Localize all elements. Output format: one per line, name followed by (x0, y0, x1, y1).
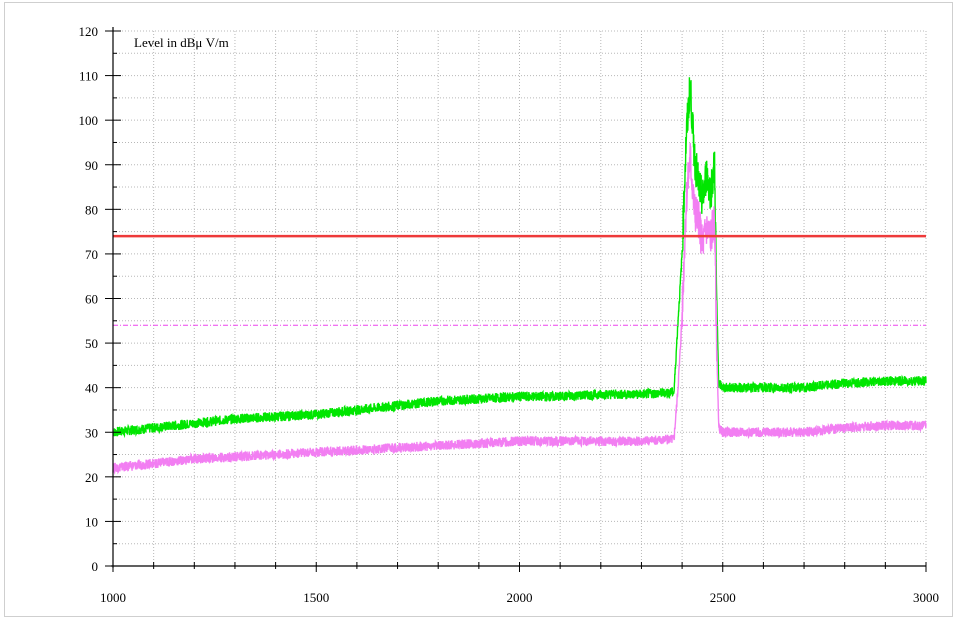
y-tick-label: 110 (79, 69, 98, 84)
y-tick-label: 70 (85, 247, 98, 262)
series-trace-1 (112, 142, 927, 475)
axis-unit-label: Level in dBμ V/m (134, 35, 229, 50)
x-tick-label: 2500 (710, 590, 736, 605)
x-tick-label: 1500 (303, 590, 329, 605)
series-layer (112, 77, 927, 475)
y-tick-label: 90 (85, 158, 98, 173)
y-tick-label: 50 (85, 336, 98, 351)
series-trace-0 (112, 77, 927, 439)
y-tick-label: 30 (85, 425, 98, 440)
y-tick-label: 120 (79, 24, 99, 39)
y-tick-label: 80 (85, 202, 98, 217)
y-tick-label: 100 (79, 113, 99, 128)
y-tick-label: 10 (85, 514, 98, 529)
x-tick-label: 2000 (507, 590, 533, 605)
y-tick-label: 0 (92, 559, 99, 574)
grid-lines (113, 30, 927, 566)
x-tick-label: 3000 (913, 590, 939, 605)
y-tick-label: 60 (85, 292, 98, 307)
axis-unit-text: Level in dBμ V/m (134, 35, 229, 50)
tick-labels: 0 10 20 30 40 50 60 70 80 90 100 110 120 1000 1500 2000… (79, 24, 940, 605)
x-tick-label: 1000 (100, 590, 126, 605)
axes-layer (105, 27, 927, 572)
y-tick-label: 20 (85, 470, 98, 485)
y-tick-label: 40 (85, 381, 98, 396)
